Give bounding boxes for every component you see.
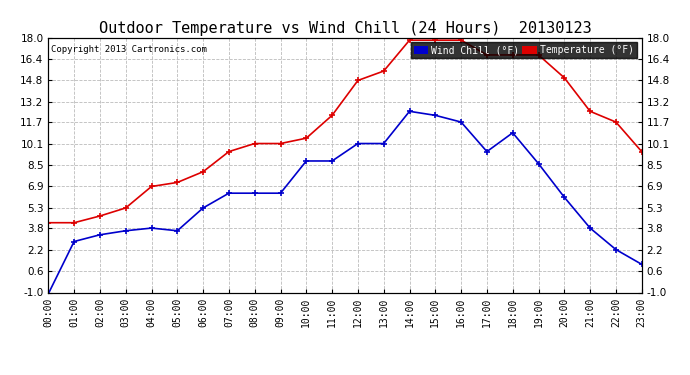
Legend: Wind Chill (°F), Temperature (°F): Wind Chill (°F), Temperature (°F): [411, 42, 637, 58]
Text: Copyright 2013 Cartronics.com: Copyright 2013 Cartronics.com: [51, 45, 207, 54]
Title: Outdoor Temperature vs Wind Chill (24 Hours)  20130123: Outdoor Temperature vs Wind Chill (24 Ho…: [99, 21, 591, 36]
